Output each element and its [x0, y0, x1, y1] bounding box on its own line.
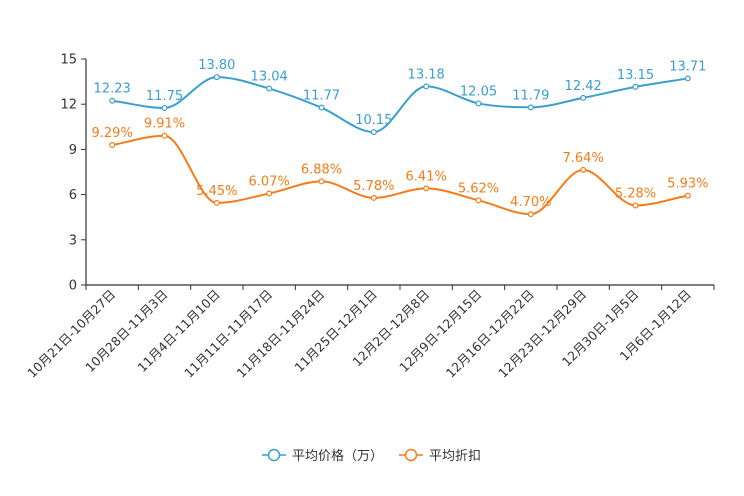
legend[interactable]: 平均价格（万） 平均折扣	[262, 448, 481, 464]
series-1: 12.23 11.75 13.80 13.04 11.77 10.15 13.18 12.05…	[94, 58, 706, 136]
legend-marker-icon	[267, 448, 281, 462]
data-label: 6.07%	[249, 175, 290, 190]
y-tick-label: 15	[60, 53, 77, 68]
series-layer: 12.23 11.75 13.80 13.04 11.77 10.15 13.18 12.05…	[92, 58, 708, 218]
data-point[interactable]	[213, 74, 220, 81]
legend-marker-icon	[404, 448, 418, 462]
data-point[interactable]	[318, 178, 325, 185]
data-point[interactable]	[580, 166, 587, 173]
data-label: 12.42	[565, 79, 602, 94]
data-label: 6.41%	[406, 169, 447, 184]
data-point[interactable]	[266, 190, 273, 197]
data-label: 5.45%	[196, 184, 237, 199]
y-axis-ticks: 0 3 6 9 12 15	[60, 53, 86, 294]
data-label: 5.78%	[353, 179, 394, 194]
data-label: 5.62%	[458, 181, 499, 196]
data-point[interactable]	[632, 83, 639, 90]
data-point[interactable]	[213, 199, 220, 206]
data-point[interactable]	[370, 129, 377, 136]
data-point[interactable]	[527, 211, 534, 218]
data-point[interactable]	[423, 185, 430, 192]
data-point[interactable]	[684, 192, 691, 199]
data-point[interactable]	[580, 94, 587, 101]
data-point[interactable]	[161, 104, 168, 111]
y-tick-label: 6	[69, 188, 77, 203]
data-label: 4.70%	[510, 195, 551, 210]
y-tick-label: 0	[69, 279, 77, 294]
x-axis-ticks: 10月21日-10月27日10月28日-11月3日11月4日-11月10日11月…	[24, 285, 715, 381]
x-tick-label: 11月11日-11月17日	[181, 287, 275, 381]
data-label: 12.05	[460, 84, 497, 99]
legend-item-2[interactable]: 平均折扣	[399, 448, 481, 464]
data-point[interactable]	[527, 104, 534, 111]
y-tick-label: 12	[60, 98, 77, 113]
data-point[interactable]	[684, 75, 691, 82]
data-label: 5.28%	[615, 186, 656, 201]
data-label: 10.15	[355, 113, 392, 128]
data-point[interactable]	[109, 97, 116, 104]
data-point[interactable]	[632, 202, 639, 209]
data-label: 13.04	[251, 70, 288, 85]
legend-label: 平均折扣	[429, 449, 481, 464]
legend-item-1[interactable]: 平均价格（万）	[262, 448, 383, 464]
legend-label: 平均价格（万）	[292, 448, 383, 464]
y-tick-label: 9	[69, 143, 77, 158]
data-label: 13.80	[198, 58, 235, 73]
data-label: 9.29%	[92, 126, 133, 141]
data-point[interactable]	[423, 83, 430, 90]
data-label: 5.93%	[667, 177, 708, 192]
data-label: 11.77	[303, 89, 340, 104]
series-2: 9.29% 9.91% 5.45% 6.07% 6.88% 5.78% 6.41% 5.62%…	[92, 117, 708, 218]
x-tick-label: 11月18日-11月24日	[233, 287, 327, 381]
data-label: 13.71	[669, 59, 706, 74]
data-label: 13.18	[408, 67, 445, 82]
data-label: 13.15	[617, 68, 654, 83]
data-point[interactable]	[109, 142, 116, 149]
data-label: 6.88%	[301, 162, 342, 177]
data-point[interactable]	[161, 132, 168, 139]
x-tick-label: 12月23日-12月29日	[495, 287, 589, 381]
data-point[interactable]	[370, 194, 377, 201]
data-point[interactable]	[475, 100, 482, 107]
x-tick-label: 12月16日-12月22日	[443, 287, 537, 381]
data-point[interactable]	[475, 197, 482, 204]
data-point[interactable]	[266, 85, 273, 92]
data-label: 11.79	[512, 88, 549, 103]
data-label: 9.91%	[144, 117, 185, 132]
data-point[interactable]	[318, 104, 325, 111]
data-label: 7.64%	[563, 151, 604, 166]
y-tick-label: 3	[69, 233, 77, 248]
x-tick-label: 10月21日-10月27日	[24, 287, 118, 381]
series-line	[111, 134, 689, 216]
data-label: 11.75	[146, 89, 183, 104]
data-label: 12.23	[94, 82, 131, 97]
